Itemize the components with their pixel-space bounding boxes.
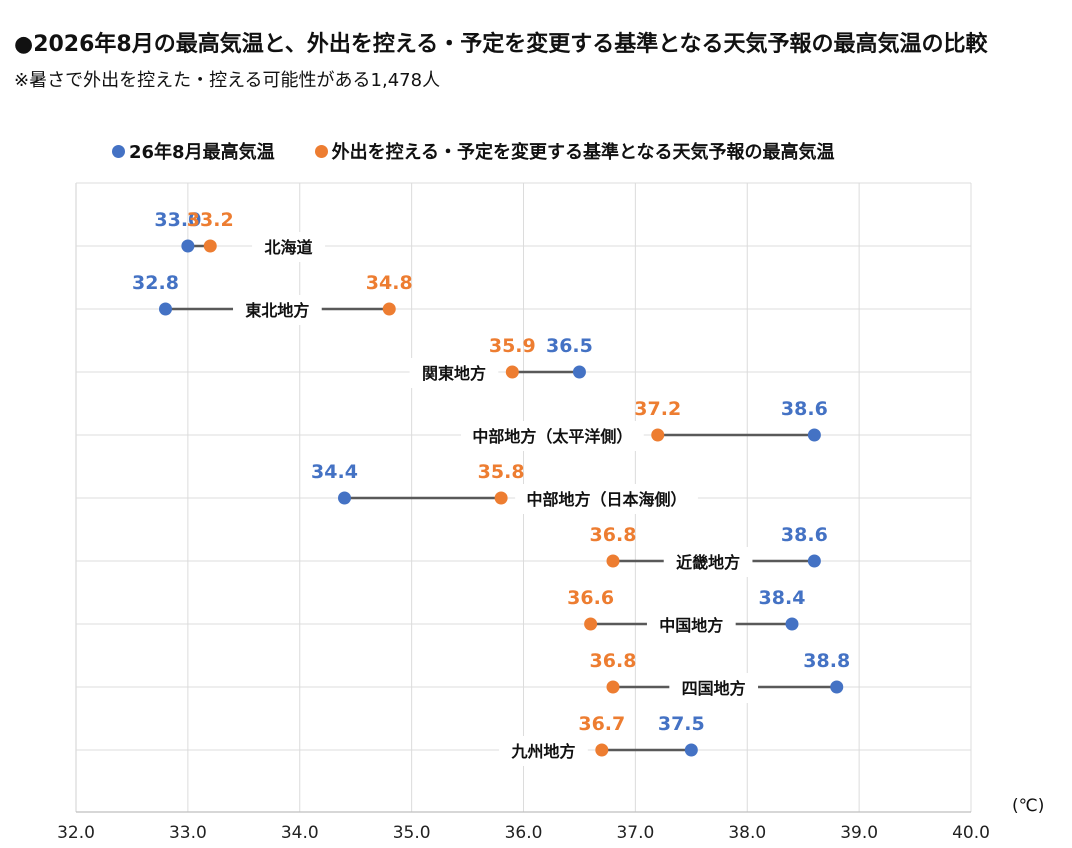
data-label-actual: 38.8: [803, 650, 850, 672]
category-label: 四国地方: [682, 679, 746, 698]
data-label-actual: 38.4: [759, 587, 806, 609]
marker-actual-max-temp: [684, 743, 698, 757]
marker-actual-max-temp: [807, 554, 821, 568]
x-tick-label: 32.0: [57, 823, 95, 843]
marker-threshold-forecast-temp: [494, 491, 508, 505]
x-tick-label: 37.0: [616, 823, 654, 843]
data-label-threshold: 36.8: [590, 524, 637, 546]
data-label-actual: 33.0: [154, 209, 201, 231]
category-label-bg: [646, 610, 736, 640]
category-label: 東北地方: [245, 301, 309, 320]
legend: 26年8月最高気温 外出を控える・予定を変更する基準となる天気予報の最高気温: [112, 138, 875, 164]
x-axis-unit: (℃): [1012, 796, 1045, 816]
x-tick-label: 38.0: [728, 823, 766, 843]
x-tick-label: 40.0: [952, 823, 990, 843]
x-tick-label: 35.0: [393, 823, 431, 843]
marker-actual-max-temp: [572, 365, 586, 379]
data-label-threshold: 36.7: [578, 713, 625, 735]
marker-actual-max-temp: [785, 617, 799, 631]
data-label-threshold: 34.8: [366, 272, 413, 294]
legend-item-actual: 26年8月最高気温: [112, 138, 275, 164]
chart-subtitle: ※暑さで外出を控えた・控える可能性がある1,478人: [14, 70, 441, 91]
legend-label-actual: 26年8月最高気温: [129, 142, 275, 163]
category-label: 九州地方: [510, 742, 575, 761]
marker-actual-max-temp: [830, 680, 844, 694]
legend-marker-threshold: [314, 144, 328, 158]
category-label-bg: [515, 484, 698, 514]
category-label: 中部地方（日本海側）: [527, 490, 687, 509]
x-tick-label: 36.0: [505, 823, 543, 843]
legend-item-threshold: 外出を控える・予定を変更する基準となる天気予報の最高気温: [314, 138, 835, 164]
data-label-threshold: 33.2: [187, 209, 234, 231]
legend-label-threshold: 外出を控える・予定を変更する基準となる天気予報の最高気温: [331, 142, 835, 163]
data-label-threshold: 37.2: [634, 398, 681, 420]
category-label: 関東地方: [422, 364, 486, 383]
category-label-bg: [233, 295, 322, 325]
data-label-threshold: 35.9: [489, 335, 536, 357]
chart-title: ●2026年8月の最高気温と、外出を控える・予定を変更する基準となる天気予報の最…: [14, 32, 988, 57]
data-label-actual: 36.5: [546, 335, 593, 357]
marker-actual-max-temp: [159, 302, 172, 316]
marker-threshold-forecast-temp: [606, 554, 620, 568]
category-label: 近畿地方: [676, 553, 740, 572]
x-tick-label: 34.0: [281, 823, 319, 843]
marker-actual-max-temp: [181, 239, 195, 253]
marker-threshold-forecast-temp: [203, 239, 217, 253]
marker-threshold-forecast-temp: [382, 302, 396, 316]
data-label-actual: 34.4: [311, 461, 358, 483]
data-label-actual: 38.6: [781, 524, 828, 546]
x-tick-label: 33.0: [169, 823, 207, 843]
marker-threshold-forecast-temp: [595, 743, 609, 757]
marker-actual-max-temp: [807, 428, 821, 442]
x-tick-label: 39.0: [840, 823, 878, 843]
marker-actual-max-temp: [338, 491, 351, 505]
legend-marker-actual: [112, 144, 125, 158]
data-label-actual: 38.6: [781, 398, 828, 420]
category-label: 北海道: [265, 238, 313, 257]
category-label: 中部地方（太平洋側）: [472, 427, 632, 446]
category-label-bg: [499, 736, 588, 766]
category-label-bg: [669, 673, 759, 703]
category-label-bg: [460, 421, 644, 451]
data-label-threshold: 36.8: [590, 650, 637, 672]
data-label-actual: 32.8: [132, 272, 179, 294]
marker-threshold-forecast-temp: [505, 365, 519, 379]
category-label-bg: [409, 358, 499, 388]
data-label-threshold: 36.6: [567, 587, 614, 609]
data-label-actual: 37.5: [658, 713, 705, 735]
category-label: 中国地方: [659, 616, 723, 635]
marker-threshold-forecast-temp: [651, 428, 665, 442]
category-label-bg: [252, 232, 326, 262]
marker-threshold-forecast-temp: [584, 617, 598, 631]
marker-threshold-forecast-temp: [606, 680, 620, 694]
category-label-bg: [663, 547, 753, 577]
data-label-threshold: 35.8: [478, 461, 525, 483]
